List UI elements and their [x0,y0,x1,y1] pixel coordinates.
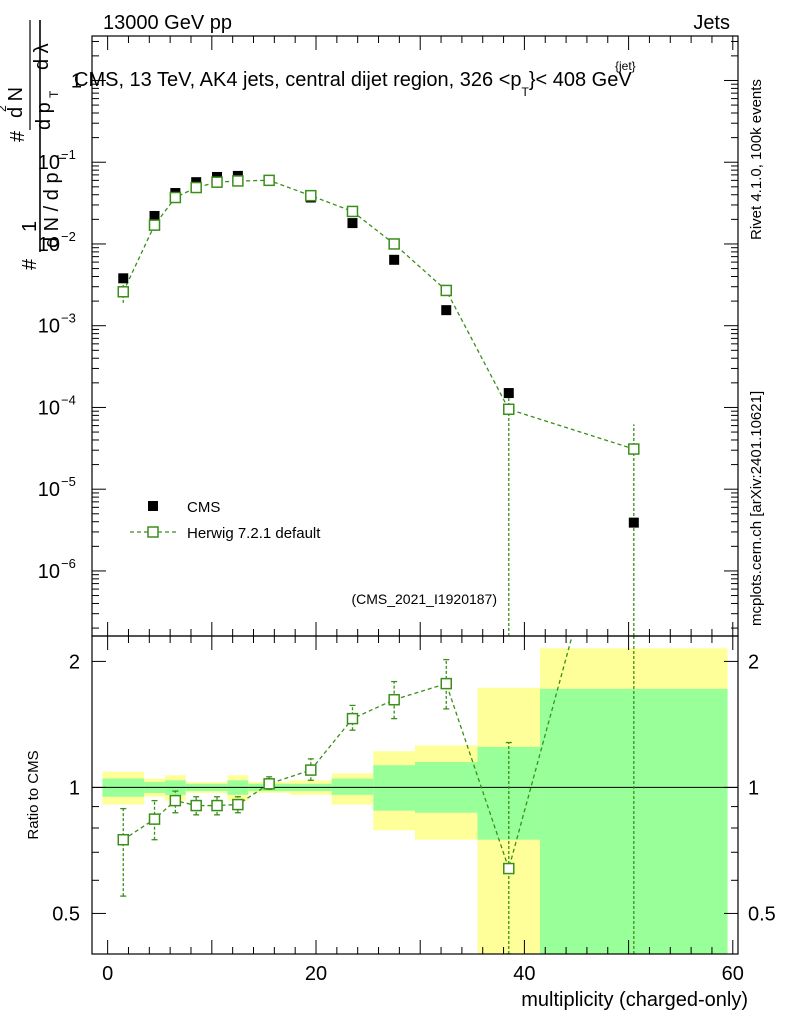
ratio-y-tick-label-left: 1 [69,777,80,799]
ratio-y-axis-label: Ratio to CMS [25,750,42,839]
ratio-band-inner [331,778,374,795]
mc-point-marker [232,175,244,187]
y-tick-label-exponent: −5 [61,474,76,489]
y-tick-label-base: 10 [38,152,60,174]
svg-text:T: T [47,90,61,98]
data-point-marker [149,210,160,221]
ratio-point-marker [440,677,453,690]
legend-data-label: CMS [187,499,220,516]
svg-text:T: T [55,154,69,162]
x-tick-label: 60 [722,963,744,985]
mc-point-marker [263,174,275,187]
plot-title-superscript: {jet} [615,59,636,73]
y-tick-label-exponent: −3 [61,311,76,326]
data-point-marker [118,273,129,284]
ratio-point-marker [388,693,400,706]
x-tick-label: 40 [513,963,535,985]
legend-data-marker [148,501,158,511]
ratio-point-marker [503,862,515,875]
ratio-axis-ticks: 0.5 0.51 12 20 20 40 60 [52,636,776,985]
ratio-point-marker [148,813,161,825]
svg-text:d N: d N [5,87,27,118]
mc-point-marker [117,286,130,298]
ratio-band-inner [373,765,415,811]
x-tick-label: 20 [305,963,327,985]
ratio-y-tick-label-right: 2 [748,651,759,673]
ratio-point-marker [305,764,317,776]
main-y-axis-label: # 1 d N / d p T # d N 2 d p T d λ [0,20,69,270]
svg-text:d λ: d λ [31,43,53,70]
mc-point-marker [169,191,182,204]
mc-point-marker [503,403,515,416]
y-tick-label-exponent: −2 [61,229,76,244]
analysis-watermark: (CMS_2021_I1920187) [351,591,497,607]
svg-text:d p: d p [33,102,55,130]
mc-point-marker [148,219,161,231]
mc-point-marker [211,176,223,188]
svg-text:d N / d p: d N / d p [41,172,63,248]
ratio-point-marker [263,778,275,790]
header-energy-label: 13000 GeV pp [103,12,232,34]
plot-title: CMS, 13 TeV, AK4 jets, central dijet reg… [74,69,632,99]
mc-point-marker [346,205,359,218]
mc-point-marker [628,443,640,455]
y-tick-label: 1 [71,70,82,92]
ratio-series-group [117,636,637,954]
svg-text:#: # [7,130,29,142]
mc-point-marker [305,189,317,202]
mc-point-marker [440,284,453,297]
header-category-label: Jets [693,12,730,34]
main-axis-ticks: 110−110−210−310−410−510−6 [38,36,738,636]
legend-mc-marker [147,526,159,538]
data-point-marker [441,305,452,316]
y-tick-label-base: 10 [38,561,60,583]
mc-point-marker [388,238,400,250]
ratio-point-marker [169,794,182,807]
main-panel-frame [91,35,739,637]
ratio-y-tick-label-right: 0.5 [748,903,776,925]
x-axis-label: multiplicity (charged-only) [521,989,748,1011]
y-tick-label-base: 10 [38,479,60,501]
svg-text:1: 1 [19,221,41,232]
ratio-point-marker [117,833,130,846]
legend: CMS Herwig 7.2.1 default [130,499,321,542]
data-point-marker [389,254,400,265]
ratio-plot-area [117,636,637,954]
ratio-panel-frame [91,635,739,955]
ratio-y-tick-label-left: 0.5 [52,903,80,925]
y-tick-label-exponent: −1 [61,147,76,162]
ratio-point-marker [211,799,223,812]
ratio-y-tick-label-right: 1 [748,777,759,799]
main-plot-area [117,170,640,636]
mcplots-label: mcplots.cern.ch [arXiv:2401.10621] [748,391,765,626]
y-tick-label-exponent: −6 [61,556,76,571]
ratio-y-tick-label-left: 2 [69,651,80,673]
mc-series-line [122,179,635,450]
y-tick-label-exponent: −4 [61,392,76,407]
ratio-point-marker [346,712,359,725]
y-tick-label-base: 10 [38,397,60,419]
rivet-version-label: Rivet 4.1.0, 100k events [748,79,765,240]
ratio-point-marker [190,799,202,812]
data-point-marker [628,517,639,528]
y-tick-label-base: 10 [38,234,60,256]
data-point-marker [503,388,514,399]
svg-text:#: # [19,258,41,270]
legend-mc-label: Herwig 7.2.1 default [187,525,321,542]
data-point-marker [347,218,358,229]
ratio-point-marker [232,798,244,811]
svg-text:2: 2 [0,105,9,112]
y-tick-label-base: 10 [38,316,60,338]
x-tick-label: 0 [102,963,113,985]
mc-point-marker [190,181,202,194]
